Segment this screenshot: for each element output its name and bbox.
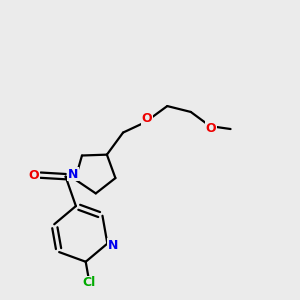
Text: O: O (29, 169, 39, 182)
Text: Cl: Cl (83, 276, 96, 289)
Text: O: O (206, 122, 216, 135)
Text: N: N (68, 168, 78, 181)
Text: O: O (141, 112, 152, 125)
Text: N: N (107, 238, 118, 252)
